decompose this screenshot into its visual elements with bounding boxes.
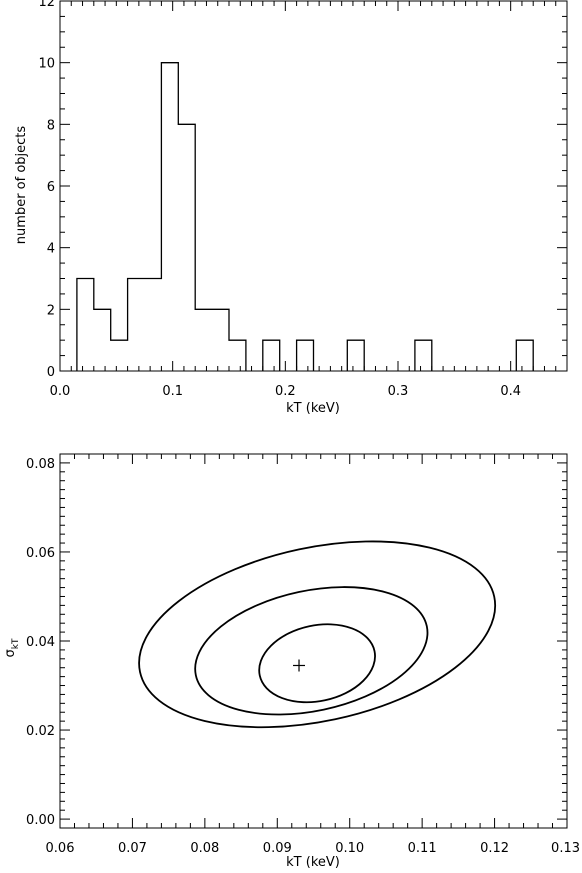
contour-y-tick-label: 0.06: [26, 546, 55, 561]
contour-x-tick-label: 0.11: [408, 841, 437, 856]
contour-y-axis-label: σkT: [3, 638, 21, 657]
contour-panel: 0.06 0.07 0.08 0.09 0.10 0.11 0.12 0.13 0.000.0…: [3, 453, 580, 870]
histogram-x-tick-labels: 0.0 0.1 0.2 0.3 0.4: [50, 384, 521, 399]
histogram-plot-frame: [59, 0, 568, 372]
contour-y-tick-label: 0.02: [26, 724, 55, 739]
contour-x-tick-label: 0.10: [335, 841, 364, 856]
histogram-x-tick-label: 0.0: [50, 384, 71, 399]
contour-x-tick-label: 0.09: [263, 841, 292, 856]
histogram-y-tick-label: 6: [47, 180, 55, 195]
contour-x-tick-label: 0.07: [118, 841, 147, 856]
histogram-y-tick-labels: 0 2 4 6 8 10 12: [38, 0, 55, 380]
contour-y-axis-label-main: σ: [3, 649, 18, 657]
contour-y-tick-label: 0.04: [26, 635, 55, 650]
histogram-step-line: [76, 62, 534, 371]
histogram-x-axis-label: kT (keV): [286, 401, 340, 416]
histogram-y-tick-label: 12: [38, 0, 55, 10]
histogram-x-tick-label: 0.2: [275, 384, 296, 399]
histogram-x-tick-label: 0.3: [388, 384, 409, 399]
contour-x-tick-labels: 0.06 0.07 0.08 0.09 0.10 0.11 0.12 0.13: [46, 841, 580, 856]
histogram-y-tick-label: 2: [47, 303, 55, 318]
contour-y-tick-label: 0.00: [26, 813, 55, 828]
contour-x-tick-label: 0.12: [480, 841, 509, 856]
contour-x-tick-label: 0.13: [551, 841, 580, 856]
confidence-contour-1: [258, 623, 376, 704]
contour-y-tick-label: 0.08: [26, 457, 55, 472]
histogram-x-tick-label: 0.1: [162, 384, 183, 399]
contour-y-axis-label-subscript: kT: [11, 638, 21, 649]
contour-x-tick-label: 0.08: [190, 841, 219, 856]
confidence-contours: [138, 540, 497, 729]
histogram-x-tick-label: 0.4: [500, 384, 521, 399]
histogram-y-tick-label: 0: [47, 365, 55, 380]
confidence-contour-3: [138, 540, 497, 729]
confidence-contour-2: [194, 586, 429, 716]
contour-x-axis-label: kT (keV): [286, 855, 340, 870]
histogram-y-tick-label: 4: [47, 242, 55, 257]
contour-ticks: [59, 454, 568, 828]
histogram-ticks: [59, 0, 568, 372]
histogram-y-axis-label: number of objects: [14, 126, 29, 245]
histogram-y-tick-label: 10: [38, 57, 55, 72]
histogram-y-tick-label: 8: [47, 118, 55, 133]
best-fit-marker: [293, 659, 306, 672]
contour-x-tick-label: 0.06: [46, 841, 75, 856]
contour-plot-frame: [59, 453, 568, 829]
histogram-panel: 0.0 0.1 0.2 0.3 0.4 0 2 4 6 8 10 12 kT (keV) numbe…: [14, 0, 568, 416]
contour-y-tick-labels: 0.00 0.02 0.04 0.06 0.08: [26, 457, 55, 828]
